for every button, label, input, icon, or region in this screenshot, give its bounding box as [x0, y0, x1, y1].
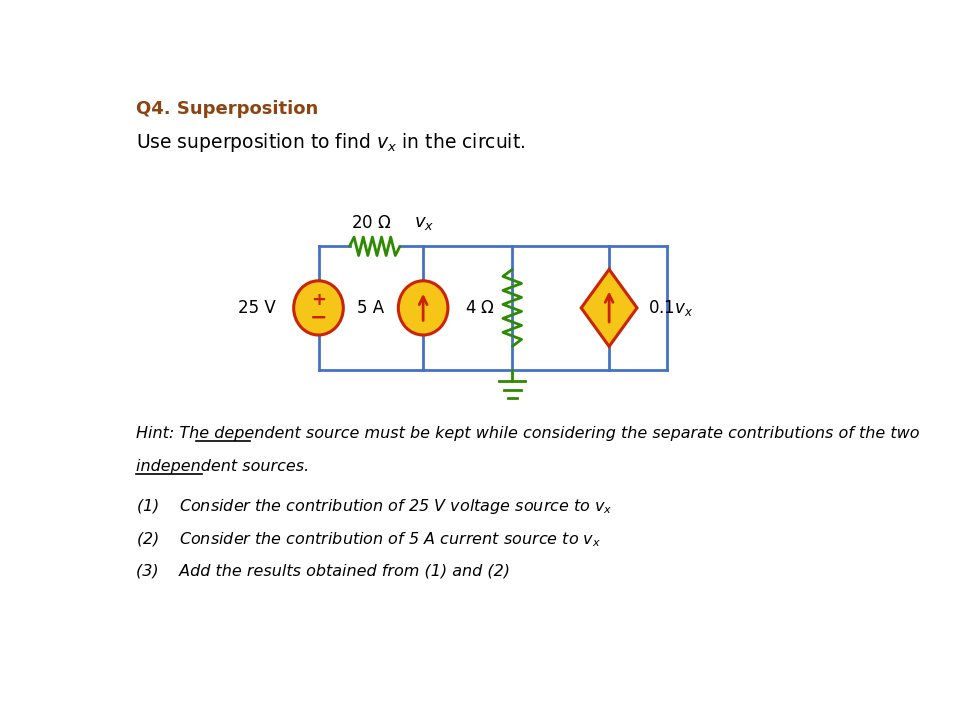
Ellipse shape	[398, 281, 448, 335]
Text: 5 A: 5 A	[357, 299, 384, 317]
Text: Hint: The dependent source must be kept while considering the separate contribut: Hint: The dependent source must be kept …	[136, 426, 920, 441]
Text: 4 $\Omega$: 4 $\Omega$	[465, 299, 495, 317]
Polygon shape	[581, 269, 637, 346]
Text: +: +	[311, 291, 326, 309]
Text: $v_x$: $v_x$	[414, 214, 434, 233]
Text: 20 $\Omega$: 20 $\Omega$	[350, 214, 391, 233]
Ellipse shape	[294, 281, 343, 335]
Text: (3)    Add the results obtained from (1) and (2): (3) Add the results obtained from (1) an…	[136, 563, 511, 579]
Text: 0.1$v_x$: 0.1$v_x$	[648, 298, 693, 318]
Text: (2)    Consider the contribution of 5 A current source to $v_x$: (2) Consider the contribution of 5 A cur…	[136, 530, 601, 548]
Text: (1)    Consider the contribution of 25 V voltage source to $v_x$: (1) Consider the contribution of 25 V vo…	[136, 497, 613, 516]
Text: −: −	[309, 308, 327, 328]
Text: independent sources.: independent sources.	[136, 459, 309, 474]
Text: Use superposition to find $v_x$ in the circuit.: Use superposition to find $v_x$ in the c…	[136, 131, 526, 154]
Text: 25 V: 25 V	[238, 299, 276, 317]
Text: Q4. Superposition: Q4. Superposition	[136, 100, 318, 118]
